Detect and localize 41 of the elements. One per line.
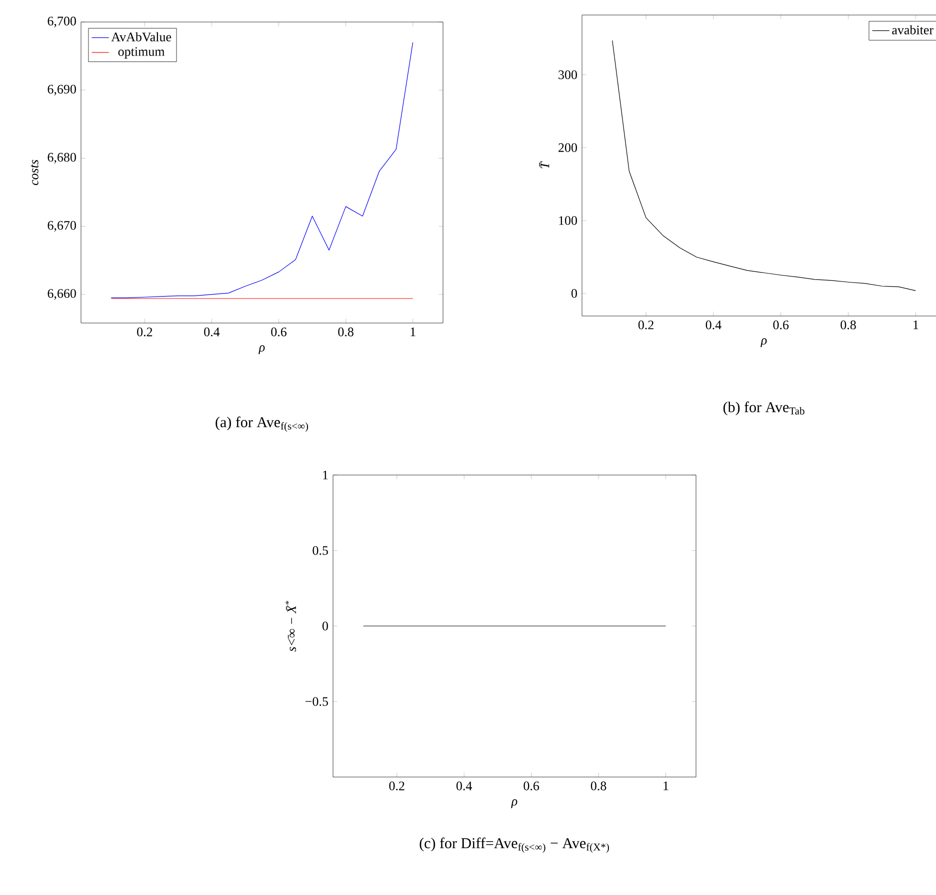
y-tick-label: 300 bbox=[558, 70, 577, 80]
y-tick-label: 6,670 bbox=[48, 220, 76, 232]
text: (b) for Ave$_{Tab}$ bbox=[723, 402, 804, 416]
x-tick-label: 0.6 bbox=[524, 782, 540, 790]
y-tick-label: 6,660 bbox=[48, 289, 76, 300]
x-tick-label: 0.4 bbox=[456, 782, 472, 790]
y-tick-label: 0.5 bbox=[312, 546, 328, 555]
y-tick-label: 6,680 bbox=[48, 152, 76, 164]
x-tick-label: 1 bbox=[664, 782, 668, 790]
x-tick-label: 1 bbox=[914, 320, 918, 330]
text: (c) for Diff=Ave$_{f(s<∞)}$ − Ave$_{f(X*)}$ bbox=[420, 838, 609, 853]
x-axis-title: ρ bbox=[258, 345, 265, 354]
y-tick-label: 6,700 bbox=[48, 16, 76, 28]
y-tick-label: 200 bbox=[558, 143, 577, 152]
x-tick-label: 0.8 bbox=[840, 320, 856, 330]
x-axis-title: ρ bbox=[760, 338, 767, 348]
x-tick-label: 0.6 bbox=[773, 320, 789, 330]
y-tick-label: 0 bbox=[322, 622, 328, 630]
x-tick-label: 0.8 bbox=[338, 328, 354, 336]
legend-label: optimum bbox=[118, 47, 165, 59]
legend-label: avabiter bbox=[892, 25, 934, 34]
line-series bbox=[110, 42, 414, 298]
y-axis-title: costs bbox=[30, 160, 38, 186]
x-tick-label: 0.2 bbox=[137, 328, 152, 336]
x-tick-label: 0.4 bbox=[204, 328, 220, 336]
x-axis-title: ρ bbox=[511, 799, 518, 808]
y-tick-label: −0.5 bbox=[306, 697, 328, 706]
x-tick-label: 0.2 bbox=[638, 320, 654, 330]
y-axis-title: T̄ bbox=[539, 161, 550, 168]
y-tick-label: 100 bbox=[559, 216, 577, 225]
y-axis-title: s<̄∞ − X̄$^{*}$ bbox=[286, 600, 296, 652]
text: (a) for Ave$_{f(s<∞)}$ bbox=[216, 416, 308, 432]
y-tick-label: 1 bbox=[323, 470, 328, 480]
y-tick-label: 0 bbox=[571, 289, 577, 298]
x-tick-label: 1 bbox=[410, 328, 416, 336]
x-tick-label: 0.2 bbox=[389, 782, 404, 790]
x-tick-label: 0.8 bbox=[590, 782, 606, 790]
x-tick-label: 0.4 bbox=[706, 320, 722, 330]
y-tick-label: 6,690 bbox=[48, 84, 76, 96]
x-tick-label: 0.6 bbox=[271, 328, 287, 336]
legend-label: AvAbValue bbox=[111, 32, 172, 42]
